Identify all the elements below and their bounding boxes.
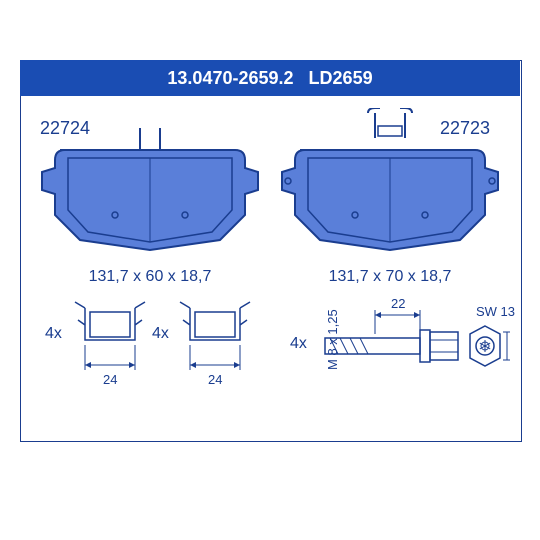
clip1-qty: 4x (45, 325, 62, 343)
bolt-thread: M 8 x 1,25 (325, 309, 340, 370)
left-pad-drawing (40, 120, 260, 270)
bolt-length: 22 (391, 296, 405, 311)
right-part-number: 22723 (440, 118, 490, 139)
title-bar: 13.0470-2659.2 LD2659 (20, 60, 520, 96)
bolt-qty: 4x (290, 335, 307, 353)
part-number: 13.0470-2659.2 (167, 68, 293, 88)
clip1-width: 24 (103, 372, 117, 387)
bolt-wrench: SW 13 (476, 304, 515, 319)
right-dimensions: 131,7 x 70 x 18,7 (290, 268, 490, 286)
part-code: LD2659 (309, 68, 373, 88)
clip2-qty: 4x (152, 325, 169, 343)
left-dimensions: 131,7 x 60 x 18,7 (50, 268, 250, 286)
clip2-width: 24 (208, 372, 222, 387)
left-part-number: 22724 (40, 118, 90, 139)
